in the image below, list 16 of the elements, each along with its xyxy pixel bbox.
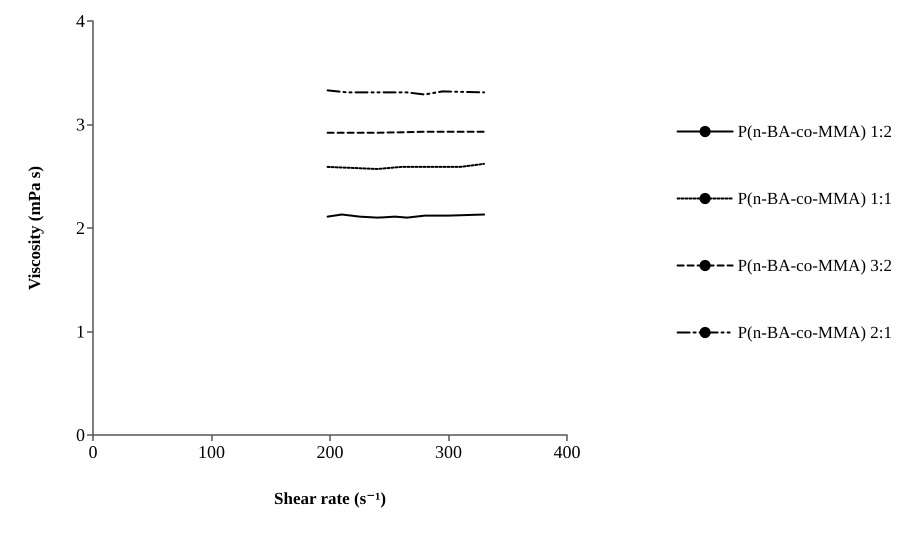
y-tick-label: 1 — [76, 322, 85, 342]
y-axis-title: Viscosity (mPa s) — [25, 166, 44, 290]
x-tick-label: 0 — [88, 442, 98, 462]
x-axis-title: Shear rate (s⁻¹) — [274, 489, 386, 508]
y-tick-label: 3 — [76, 114, 85, 134]
legend-label: P(n-BA-co-MMA) 1:2 — [738, 122, 892, 141]
x-tick-label: 200 — [316, 442, 344, 462]
y-tick-label: 4 — [76, 11, 85, 31]
y-tick-label: 0 — [76, 425, 85, 445]
legend-label: P(n-BA-co-MMA) 1:1 — [738, 189, 892, 208]
x-tick-label: 300 — [435, 442, 462, 462]
x-tick-label: 100 — [198, 442, 225, 462]
legend-label: P(n-BA-co-MMA) 3:2 — [738, 256, 892, 275]
x-tick-label: 400 — [554, 442, 580, 462]
y-tick-label: 2 — [76, 218, 85, 238]
legend-label: P(n-BA-co-MMA) 2:1 — [738, 323, 892, 342]
